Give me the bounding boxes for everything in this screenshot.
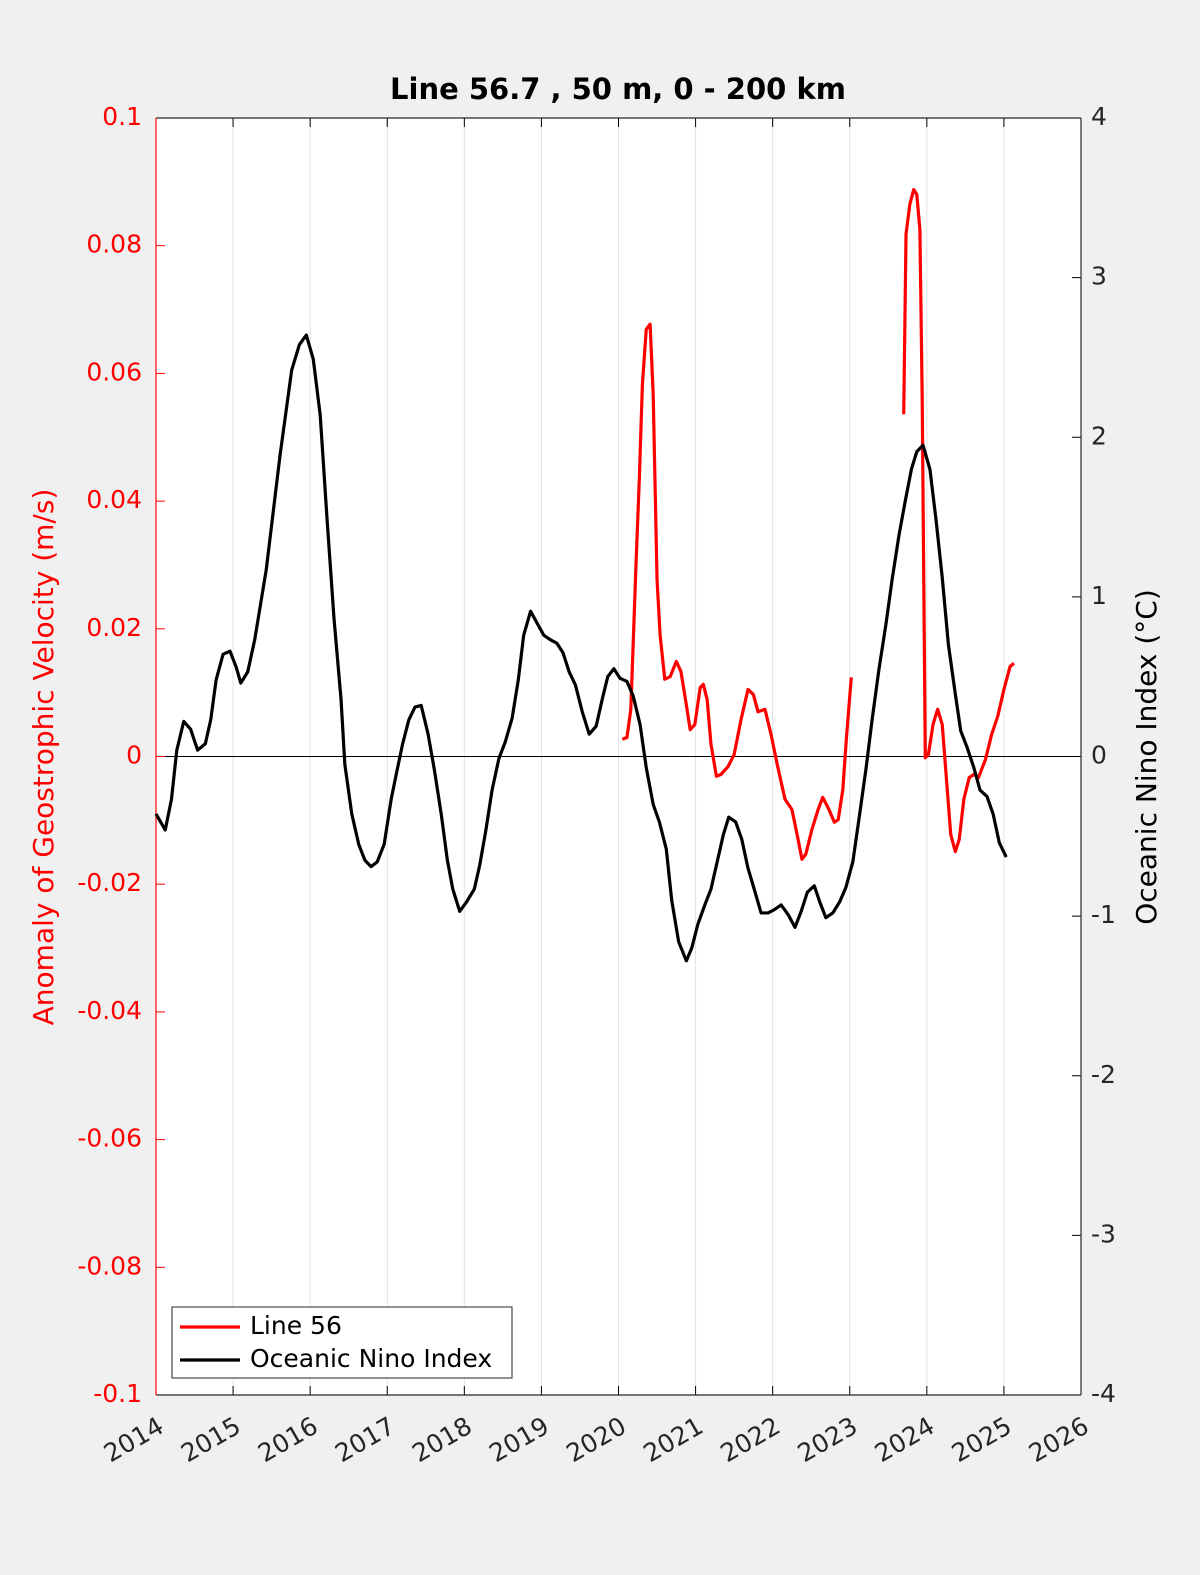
y-tick-label: 0.1 [102,102,142,131]
legend: Line 56 Oceanic Nino Index [171,1306,513,1379]
y2-tick-label: -4 [1091,1379,1116,1408]
y2-tick-label: 0 [1091,741,1107,770]
y2-tick-label: 1 [1091,581,1107,610]
y-tick-label: 0.04 [86,485,142,514]
series-line [621,187,1015,861]
legend-box [171,1306,513,1379]
legend-label: Line 56 [250,1311,342,1340]
y-axis-label: Anomaly of Geostrophic Velocity (m/s) [27,489,60,1026]
y-tick-label: -0.08 [77,1251,142,1280]
y-tick-label: 0 [126,741,142,770]
y2-tick-label: -3 [1091,1219,1116,1248]
y2-tick-label: -1 [1091,900,1116,929]
y-tick-label: -0.1 [93,1379,142,1408]
y2-tick-label: 2 [1091,421,1107,450]
y-tick-label: -0.02 [77,868,142,897]
y2-tick-label: 3 [1091,262,1107,291]
series-line [154,333,1008,963]
legend-label: Oceanic Nino Index [250,1344,492,1373]
y-tick-label: 0.08 [86,230,142,259]
y2-axis-label: Oceanic Nino Index (°C) [1130,589,1163,925]
y2-tick-label: 4 [1091,102,1107,131]
y-tick-label: -0.06 [77,1124,142,1153]
y-tick-label: 0.02 [86,613,142,642]
y-tick-label: 0.06 [86,357,142,386]
chart-title: Line 56.7 , 50 m, 0 - 200 km [390,72,846,106]
y-tick-label: -0.04 [77,996,142,1025]
y2-tick-label: -2 [1091,1060,1116,1089]
